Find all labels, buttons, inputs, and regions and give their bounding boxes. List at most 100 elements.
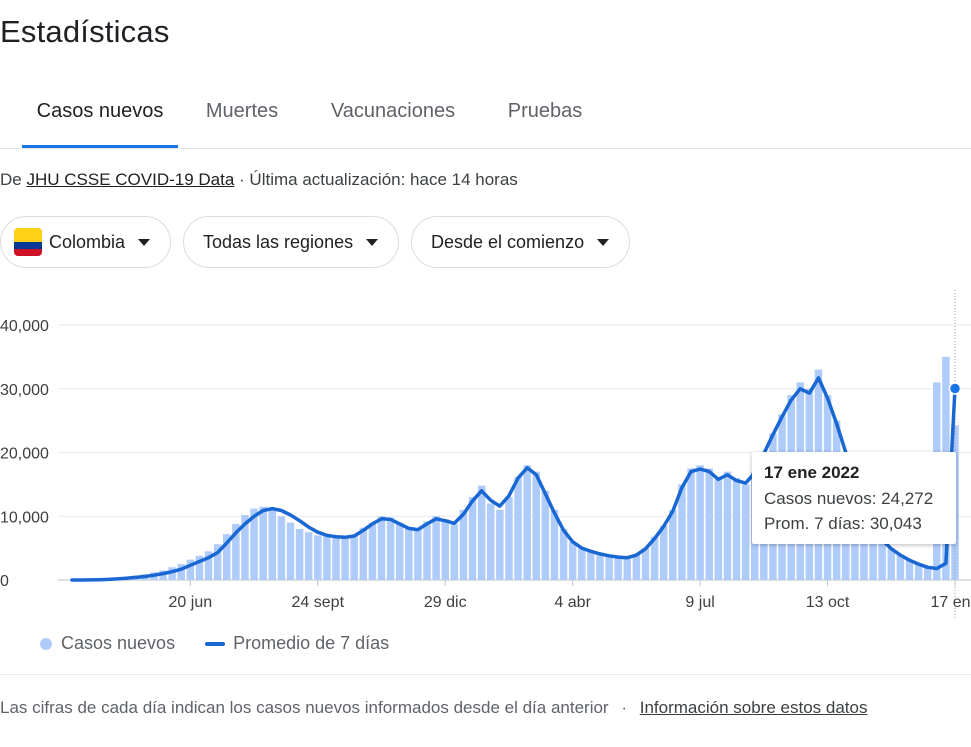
flag-stripe-blue: [14, 242, 42, 249]
cases-bar: [405, 527, 413, 580]
cases-bar: [505, 497, 513, 580]
cases-bar: [277, 516, 286, 580]
cases-bar: [414, 529, 422, 580]
cases-bar: [259, 506, 267, 580]
tooltip-date: 17 ene 2022: [764, 463, 860, 482]
cases-bar: [732, 478, 741, 580]
country-selector[interactable]: Colombia: [0, 216, 171, 268]
cases-bar: [295, 529, 304, 580]
cases-bar: [541, 490, 550, 580]
cases-bar: [177, 564, 185, 580]
chart-legend: Casos nuevos Promedio de 7 días: [40, 633, 419, 654]
tab-casos-nuevos[interactable]: Casos nuevos: [22, 80, 178, 148]
x-tick-label: 20 jun: [169, 594, 213, 611]
x-tick-label: 4 abr: [554, 594, 591, 611]
footer-text: Las cifras de cada día indican los casos…: [0, 698, 609, 717]
cases-bar: [623, 557, 632, 580]
cases-bar: [323, 535, 331, 580]
divider: [0, 674, 971, 675]
tab-bar: Casos nuevos Muertes Vacunaciones Prueba…: [0, 80, 971, 149]
cases-bar: [887, 548, 896, 580]
cases-bar: [869, 525, 877, 580]
chevron-down-icon: [597, 238, 610, 246]
cases-bar: [232, 523, 240, 580]
colombia-flag-icon: [14, 228, 42, 256]
cases-bar: [678, 484, 686, 580]
cases-bar: [487, 503, 495, 580]
cases-bar: [896, 554, 905, 580]
cases-bar: [687, 468, 695, 580]
region-selector[interactable]: Todas las regiones: [183, 216, 399, 268]
footer-note: Las cifras de cada día indican los casos…: [0, 698, 867, 718]
cases-bar: [523, 465, 531, 580]
hover-point: [948, 382, 962, 395]
cases-bar: [614, 555, 622, 580]
cases-bar: [578, 548, 586, 580]
cases-bar: [632, 554, 641, 580]
cases-bar: [223, 534, 231, 580]
source-prefix: De: [0, 170, 22, 189]
tab-pruebas[interactable]: Pruebas: [507, 100, 583, 122]
cases-bar: [905, 559, 914, 580]
tab-vacunaciones[interactable]: Vacunaciones: [330, 100, 456, 122]
cases-bar: [423, 521, 431, 580]
cases-bar: [168, 567, 176, 580]
cases-bar: [386, 517, 395, 580]
chart-tooltip: 17 ene 2022 Casos nuevos: 24,272 Prom. 7…: [752, 452, 956, 544]
y-tick-label: 20,000: [0, 446, 49, 463]
cases-bar: [314, 535, 322, 580]
cases-bar: [368, 522, 377, 580]
range-label: Desde el comienzo: [431, 231, 585, 252]
cases-bar: [213, 544, 222, 580]
country-label: Colombia: [49, 231, 126, 252]
cases-bar: [350, 535, 358, 580]
legend-average-label: Promedio de 7 días: [233, 633, 390, 653]
cases-bar: [250, 508, 258, 580]
cases-bar: [268, 509, 277, 580]
cases-bar: [605, 554, 613, 580]
cases-bar: [432, 516, 440, 580]
source-link[interactable]: JHU CSSE COVID-19 Data: [26, 170, 235, 189]
cases-bar: [669, 509, 677, 580]
cases-bar: [477, 485, 486, 580]
cases-bar: [714, 478, 723, 580]
cases-bar: [286, 522, 295, 580]
legend-dot-icon: [40, 637, 52, 650]
x-tick-label: 13 oct: [806, 594, 850, 611]
cases-bar: [332, 536, 340, 580]
legend-item-cases: Casos nuevos: [40, 633, 175, 654]
cases-bar: [587, 551, 595, 580]
cases-bar: [914, 564, 923, 580]
x-tick-label: 17 ene: [931, 594, 971, 611]
cases-bar: [468, 497, 477, 580]
legend-item-average: Promedio de 7 días: [205, 633, 389, 654]
data-info-link[interactable]: Información sobre estos datos: [639, 698, 868, 717]
x-tick-label: 9 jul: [685, 594, 714, 611]
chevron-down-icon: [138, 238, 151, 246]
cases-bar: [705, 468, 713, 580]
cases-bar: [450, 523, 459, 580]
cases-bar: [195, 555, 204, 580]
legend-cases-label: Casos nuevos: [61, 633, 176, 653]
cases-bar: [741, 484, 750, 580]
cases-bar: [596, 553, 604, 580]
tab-muertes[interactable]: Muertes: [205, 100, 279, 122]
cases-bar: [878, 538, 886, 580]
cases-bar: [459, 509, 468, 580]
y-tick-label: 30,000: [0, 382, 49, 399]
cases-bar: [441, 519, 449, 580]
y-tick-label: 40,000: [0, 318, 49, 335]
x-tick-label: 24 sept: [292, 594, 345, 611]
source-updated: · Última actualización: hace 14 horas: [239, 170, 518, 189]
cases-bar: [532, 471, 540, 580]
page-title: Estadísticas: [0, 14, 170, 49]
legend-line-icon: [205, 641, 226, 646]
range-selector[interactable]: Desde el comienzo: [411, 216, 630, 268]
cases-bar: [377, 516, 386, 580]
cases-bar: [568, 541, 577, 580]
cases-bar: [204, 551, 213, 580]
cases-bar: [359, 527, 368, 580]
average-line: [70, 376, 957, 582]
y-tick-label: 0: [0, 573, 9, 590]
flag-stripe-red: [14, 249, 42, 256]
